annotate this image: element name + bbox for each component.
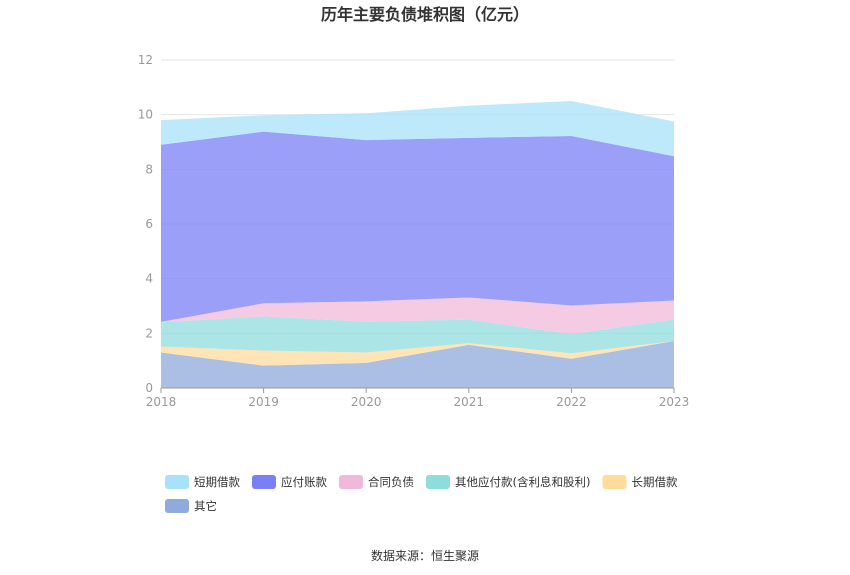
area-series-group [161,101,674,388]
legend-label: 短期借款 [194,475,240,489]
legend-label: 应付账款 [281,475,327,489]
area-series-0[interactable] [161,340,674,388]
x-tick-label: 2022 [556,395,587,409]
x-tick-label: 2023 [659,395,690,409]
legend-swatch [339,475,363,489]
y-tick-label: 12 [138,53,153,67]
legend-label: 合同负债 [368,475,414,489]
x-tick-label: 2018 [146,395,177,409]
chart-title: 历年主要负债堆积图（亿元） [321,5,529,24]
x-tick-label: 2021 [454,395,485,409]
axes-group: 0 2 4 6 8 10 12 2018 2019 2020 2021 2022 2023 [138,53,690,409]
legend-item[interactable]: 应付账款 [252,475,327,489]
legend-item[interactable]: 合同负债 [339,475,414,489]
y-tick-label: 8 [145,162,153,176]
legend-label: 其他应付款(含利息和股利) [455,475,590,489]
area-series-2[interactable] [161,316,674,354]
legend-swatch [252,475,276,489]
x-tick-label: 2020 [351,395,382,409]
legend-swatch [165,475,189,489]
legend-swatch [165,499,189,513]
legend-item[interactable]: 短期借款 [165,475,240,489]
y-tick-label: 4 [145,272,153,286]
y-tick-label: 6 [145,217,153,231]
area-series-1[interactable] [161,340,674,366]
y-tick-label: 10 [138,108,153,122]
area-series-4[interactable] [161,131,674,322]
source-note: 数据来源：恒生聚源 [371,548,479,563]
legend-swatch [602,475,627,489]
legend-item[interactable]: 其他应付款(含利息和股利) [426,475,590,489]
legend-label: 长期借款 [631,475,677,489]
y-tick-label: 2 [145,326,153,340]
legend-label: 其它 [194,499,217,513]
legend-swatch [426,475,450,489]
legend-item[interactable]: 其它 [165,499,217,513]
area-series-5[interactable] [161,101,674,157]
area-series-3[interactable] [161,297,674,335]
y-tick-label: 0 [145,381,153,395]
legend-item[interactable]: 长期借款 [602,475,678,489]
x-tick-label: 2019 [248,395,279,409]
